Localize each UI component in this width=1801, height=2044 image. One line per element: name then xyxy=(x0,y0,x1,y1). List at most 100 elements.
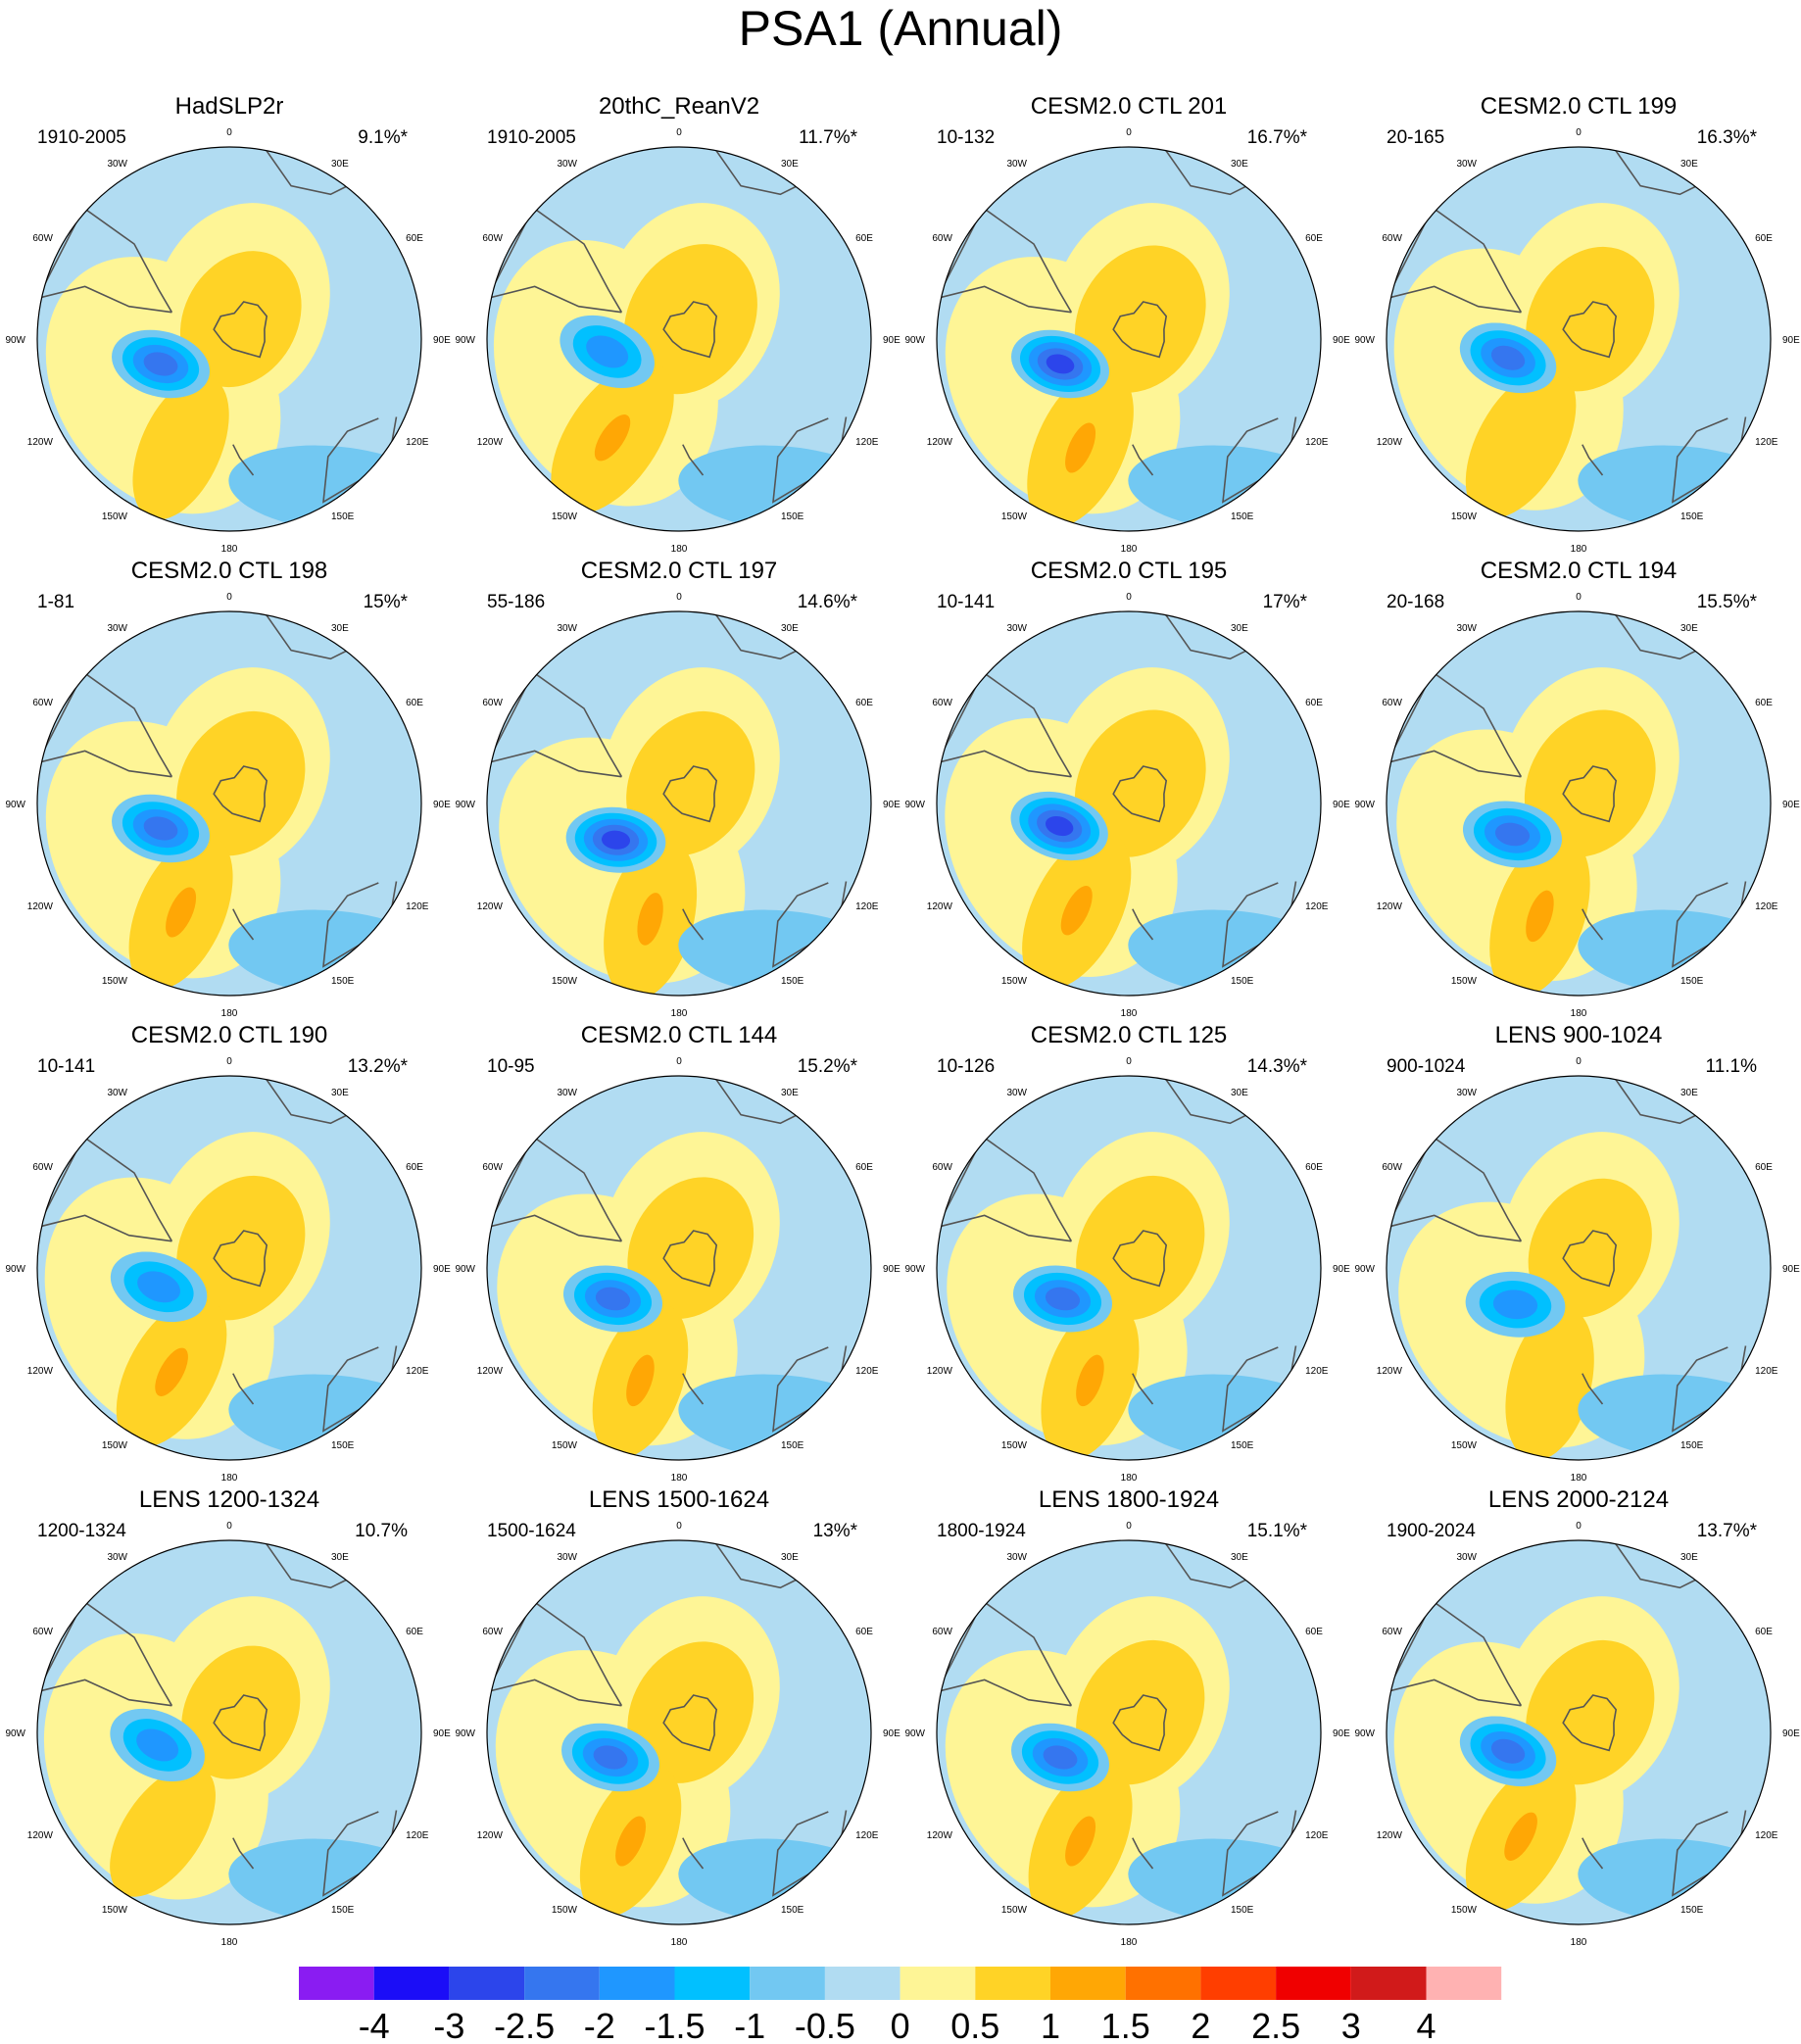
negative-contour xyxy=(593,1745,628,1770)
map-panels: 0 30E 60E 90E 120E 150E 180 150W 120W 90W 60W 30W Ha… xyxy=(5,93,1800,1948)
positive-lobe xyxy=(1526,246,1655,392)
positive-core xyxy=(594,414,631,462)
panel-variance: 13.7%* xyxy=(1697,1521,1758,1541)
panel-variance: 14.3%* xyxy=(1247,1056,1308,1077)
longitude-label: 120E xyxy=(1755,1366,1778,1377)
colorbar-tick-label: 1.5 xyxy=(1101,2006,1150,2044)
positive-core xyxy=(166,887,197,938)
positive-lobe xyxy=(626,710,755,856)
panel-title: CESM2.0 CTL 125 xyxy=(1031,1022,1228,1048)
panel-title: CESM2.0 CTL 201 xyxy=(1031,93,1228,120)
longitude-label: 60W xyxy=(1382,1627,1402,1637)
colorbar-swatch xyxy=(524,1967,600,2000)
longitude-label: 60E xyxy=(406,233,423,244)
map-panel: 0 30E 60E 90E 120E 150E 180 150W 120W 90W 60W 30W CE… xyxy=(1354,558,1800,1019)
map-border xyxy=(1386,146,1772,532)
panel-variance: 15.5%* xyxy=(1697,592,1758,612)
map-border xyxy=(36,146,422,532)
longitude-label: 180 xyxy=(671,544,688,555)
longitude-label: 30E xyxy=(1680,623,1698,634)
longitude-label: 120E xyxy=(406,901,429,912)
longitude-label: 0 xyxy=(1576,592,1582,603)
longitude-label: 90E xyxy=(1333,1728,1350,1739)
map-panel: 0 30E 60E 90E 120E 150E 180 150W 120W 90W 60W 30W LE… xyxy=(1354,1022,1800,1484)
antarctica-coastline xyxy=(1112,765,1168,823)
longitude-label: 0 xyxy=(676,1521,682,1532)
new-zealand-coastline xyxy=(1132,1837,1154,1870)
contour-fill xyxy=(1387,147,1771,531)
positive-lobe xyxy=(1524,709,1656,857)
positive-lobe xyxy=(627,1641,754,1783)
colorbar-swatch xyxy=(975,1967,1050,2000)
panel-variance: 16.3%* xyxy=(1697,127,1758,148)
south-america-coastline xyxy=(937,671,1073,778)
longitude-label: 150E xyxy=(1231,1905,1254,1916)
longitude-label: 150W xyxy=(1451,1905,1478,1916)
antarctica-coastline xyxy=(1112,1230,1168,1288)
new-zealand-coastline xyxy=(232,1373,255,1405)
map-panel: 0 30E 60E 90E 120E 150E 180 150W 120W 90W 60W 30W Ha… xyxy=(5,93,451,555)
longitude-label: 150E xyxy=(1231,976,1254,987)
antarctica-coastline xyxy=(213,765,268,823)
longitude-label: 150W xyxy=(1001,1905,1028,1916)
longitude-label: 0 xyxy=(676,1056,682,1067)
panel-period: 1800-1924 xyxy=(937,1521,1026,1541)
panel-variance: 13.2%* xyxy=(348,1056,409,1077)
map-border xyxy=(486,610,872,997)
colorbar-swatch xyxy=(1426,1967,1502,2000)
positive-core xyxy=(615,1816,647,1867)
south-america-coastline xyxy=(487,207,623,314)
longitude-label: 180 xyxy=(1121,544,1138,555)
africa-coastline xyxy=(263,1540,351,1589)
longitude-label: 0 xyxy=(1126,127,1132,138)
contour-fill xyxy=(937,611,1321,996)
longitude-label: 120W xyxy=(27,437,54,448)
contour-fill xyxy=(487,147,871,531)
africa-coastline xyxy=(263,1076,351,1125)
longitude-label: 60W xyxy=(482,233,503,244)
longitude-label: 150E xyxy=(1680,1905,1704,1916)
longitude-label: 60W xyxy=(1382,698,1402,708)
colorbar-swatch xyxy=(599,1967,675,2000)
south-america-coastline xyxy=(1387,207,1523,314)
longitude-label: 150W xyxy=(552,976,578,987)
contour-fill xyxy=(937,1076,1321,1460)
longitude-label: 180 xyxy=(1571,1937,1587,1948)
positive-lobe xyxy=(1505,1306,1594,1460)
map-border xyxy=(486,1539,872,1925)
colorbar-swatch xyxy=(1200,1967,1277,2000)
africa-coastline xyxy=(1162,1076,1250,1125)
new-zealand-coastline xyxy=(1582,1373,1604,1405)
colorbar-swatch xyxy=(824,1967,900,2000)
colorbar-swatch xyxy=(1350,1967,1427,2000)
positive-lobe xyxy=(181,1645,301,1779)
colorbar-tick-label: 4 xyxy=(1416,2006,1436,2044)
longitude-label: 30W xyxy=(1456,1552,1477,1563)
map-border xyxy=(36,610,422,997)
longitude-label: 120E xyxy=(1755,1830,1778,1841)
longitude-label: 30E xyxy=(781,1552,799,1563)
longitude-label: 150W xyxy=(1001,976,1028,987)
longitude-label: 0 xyxy=(226,127,232,138)
longitude-label: 90W xyxy=(904,800,925,810)
longitude-label: 30W xyxy=(1006,1088,1027,1098)
panel-variance: 13%* xyxy=(813,1521,858,1541)
longitude-label: 60W xyxy=(1382,1162,1402,1173)
antarctica-coastline xyxy=(662,765,718,823)
map-panel: 0 30E 60E 90E 120E 150E 180 150W 120W 90W 60W 30W LE… xyxy=(1354,1486,1800,1948)
longitude-label: 90E xyxy=(883,335,900,346)
panel-variance: 15.1%* xyxy=(1247,1521,1308,1541)
longitude-label: 120E xyxy=(406,437,429,448)
new-zealand-coastline xyxy=(1582,444,1604,476)
longitude-label: 120E xyxy=(1305,901,1329,912)
longitude-label: 90W xyxy=(455,1728,475,1739)
colorbar-swatch xyxy=(1050,1967,1126,2000)
map-panel: 0 30E 60E 90E 120E 150E 180 150W 120W 90W 60W 30W LE… xyxy=(455,1486,900,1948)
africa-coastline xyxy=(1162,1540,1250,1589)
longitude-label: 90W xyxy=(1354,1728,1375,1739)
map-border xyxy=(936,1539,1322,1925)
panel-title: CESM2.0 CTL 199 xyxy=(1481,93,1678,120)
longitude-label: 90W xyxy=(455,1264,475,1275)
longitude-label: 90W xyxy=(1354,800,1375,810)
longitude-label: 120E xyxy=(406,1830,429,1841)
